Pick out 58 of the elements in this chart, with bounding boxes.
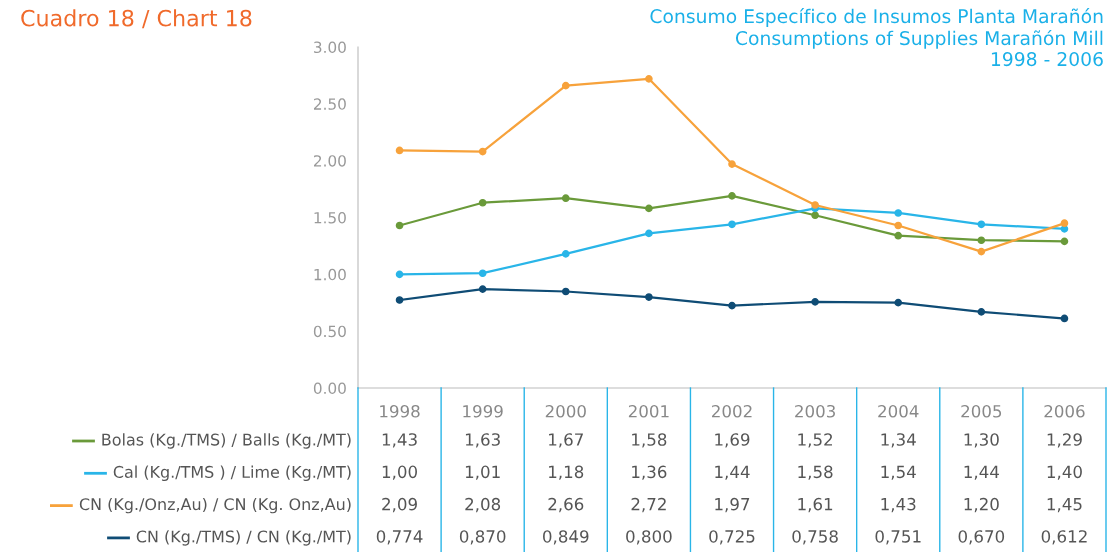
legend-label: Cal (Kg./TMS ) / Lime (Kg./MT) bbox=[113, 465, 351, 482]
data-label: 1,58 bbox=[798, 465, 833, 480]
data-label: 0,800 bbox=[626, 530, 672, 545]
x-tick-label: 1998 bbox=[380, 404, 420, 418]
x-tick-label: 2002 bbox=[712, 404, 752, 418]
data-label: 1,97 bbox=[715, 497, 750, 513]
data-label: 1,54 bbox=[881, 465, 916, 480]
data-label: 1,36 bbox=[632, 465, 667, 480]
data-label: 0,670 bbox=[958, 530, 1005, 545]
chart-subtitle: Consumo Específico de Insumos Planta Marañón Consumptions of Supplies Marañón Mill 1998 - 2006 bbox=[650, 8, 1103, 67]
x-tick-label: 2006 bbox=[1044, 404, 1085, 418]
y-tick-label: 1.50 bbox=[314, 211, 346, 224]
x-tick-label: 1999 bbox=[463, 404, 503, 418]
x-tick-label: 2004 bbox=[878, 404, 919, 418]
text: Cuadro 18 / Chart 18 bbox=[21, 9, 252, 29]
y-tick-label: 0.50 bbox=[313, 325, 346, 338]
data-label: 1,63 bbox=[465, 433, 500, 448]
data-label: 2,72 bbox=[631, 497, 666, 513]
data-label: 1,58 bbox=[632, 433, 667, 448]
legend-label: CN (Kg./TMS) / CN (Kg./MT) bbox=[136, 530, 351, 546]
y-tick-label: 2.00 bbox=[313, 155, 346, 167]
data-label: 1,29 bbox=[1047, 433, 1082, 448]
data-label: 2,08 bbox=[465, 497, 501, 513]
data-label: 1,20 bbox=[964, 497, 999, 513]
data-label: 1,30 bbox=[964, 433, 999, 448]
y-tick-label: 3.00 bbox=[314, 41, 346, 54]
data-label: 0,774 bbox=[376, 530, 423, 545]
data-label: 1,18 bbox=[549, 465, 584, 480]
data-label: 1,00 bbox=[382, 465, 417, 480]
data-label: 0,849 bbox=[543, 530, 589, 545]
data-label: 0,758 bbox=[792, 530, 838, 545]
data-label: 0,725 bbox=[709, 530, 755, 545]
legend-label: Bolas (Kg./TMS) / Balls (Kg./MT) bbox=[102, 433, 351, 449]
x-tick-label: 2001 bbox=[628, 404, 669, 418]
data-label: 1,44 bbox=[715, 465, 750, 480]
y-tick-label: 1.00 bbox=[314, 268, 346, 281]
y-tick-label: 0.00 bbox=[313, 382, 346, 395]
data-label: 1,01 bbox=[465, 465, 500, 480]
x-tick-label: 2005 bbox=[961, 404, 1002, 418]
data-label: 2,66 bbox=[548, 497, 584, 513]
legend-label: CN (Kg./Onz,Au) / CN (Kg. Onz,Au) bbox=[79, 497, 351, 514]
y-tick-label: 2.50 bbox=[313, 98, 346, 110]
x-tick-label: 2000 bbox=[545, 404, 586, 418]
data-label: 0,612 bbox=[1041, 530, 1087, 545]
data-label: 2,09 bbox=[382, 497, 417, 513]
data-label: 1,45 bbox=[1047, 498, 1082, 513]
data-label: 0,870 bbox=[459, 530, 506, 545]
data-label: 1,40 bbox=[1047, 465, 1082, 480]
data-label: 1,61 bbox=[798, 497, 833, 513]
data-label: 0,751 bbox=[875, 530, 921, 545]
data-label: 1,34 bbox=[881, 433, 916, 448]
data-label: 1,43 bbox=[881, 497, 916, 513]
x-tick-label: 2003 bbox=[795, 404, 835, 418]
data-label: 1,52 bbox=[798, 433, 832, 448]
data-label: 1,43 bbox=[382, 433, 417, 448]
data-label: 1,69 bbox=[715, 433, 750, 448]
data-label: 1,44 bbox=[964, 465, 999, 480]
data-label: 1,67 bbox=[549, 433, 583, 448]
